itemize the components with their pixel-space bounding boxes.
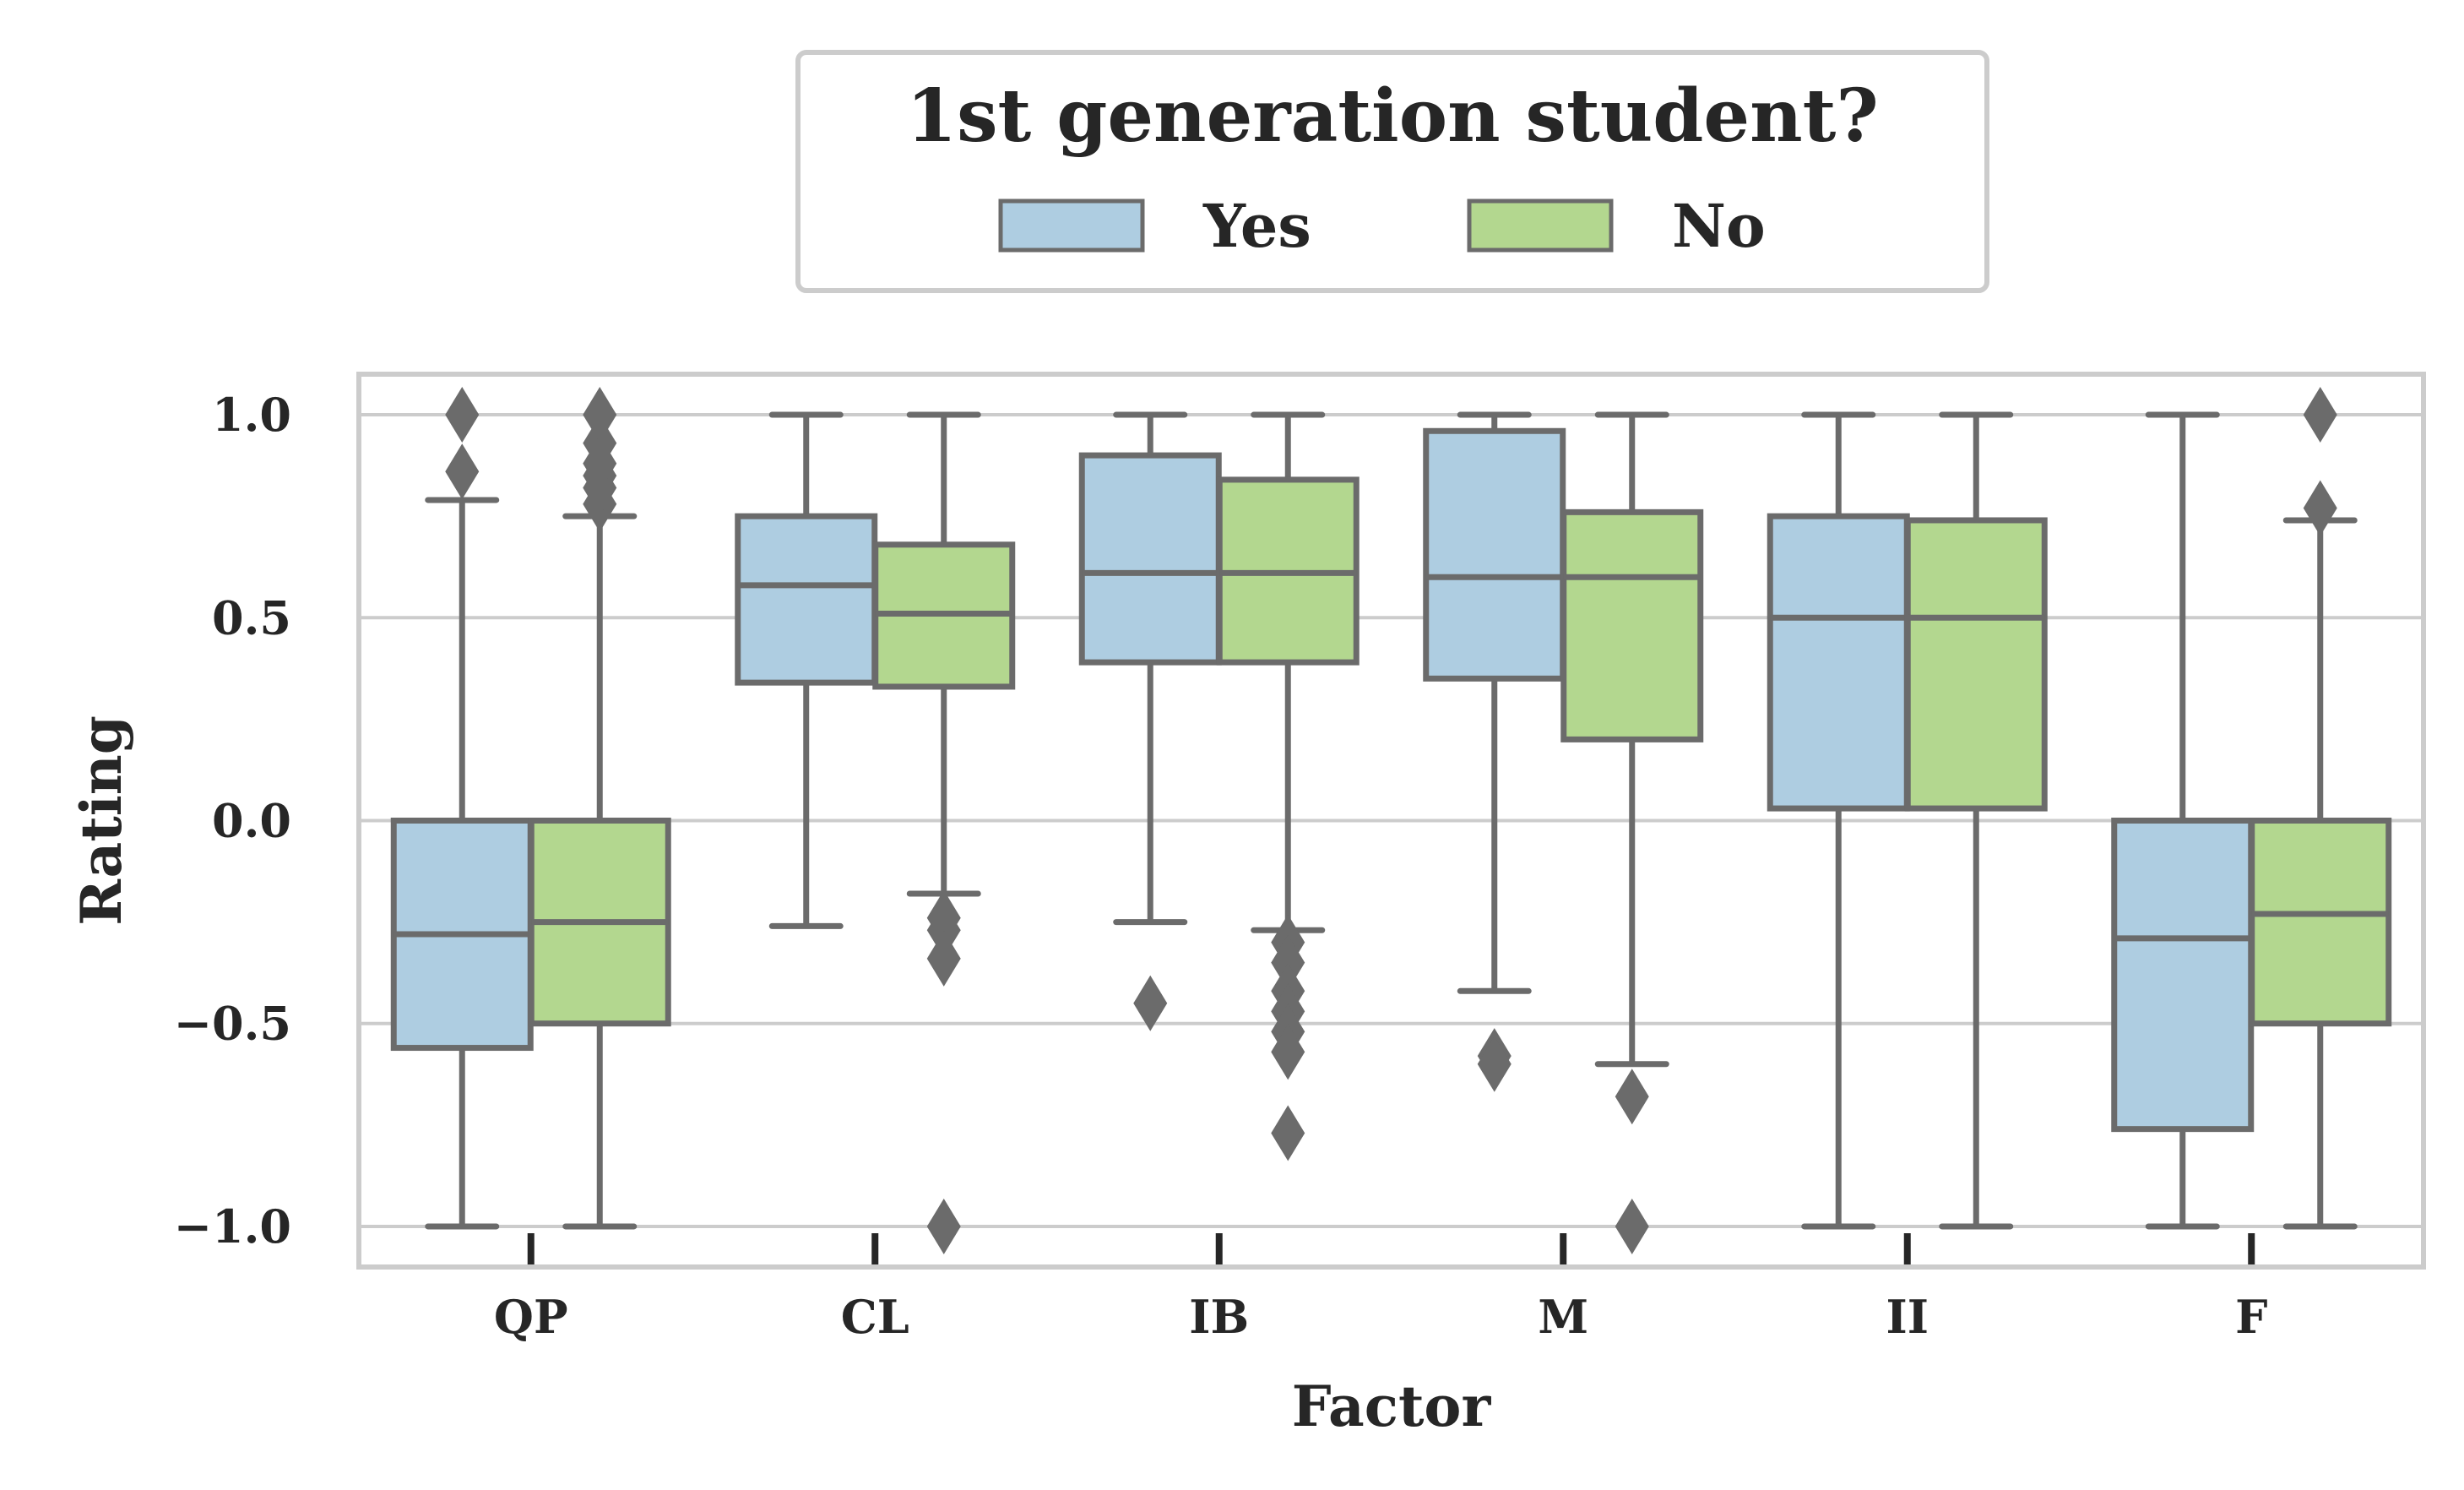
y-tick-label: 1.0: [212, 388, 291, 442]
y-tick-label: −1.0: [174, 1199, 291, 1253]
outlier-point: [1271, 1105, 1305, 1161]
box-iqr: [2111, 818, 2255, 1133]
y-tick-label: 0.5: [212, 590, 291, 644]
outlier-point: [583, 387, 617, 443]
legend-entries: Yes No: [998, 191, 1766, 261]
x-axis-title: Factor: [1292, 1373, 1492, 1439]
box-iqr: [1560, 508, 1704, 742]
box-yes-ii: [1767, 411, 1910, 1230]
box-iqr: [1767, 513, 1910, 812]
outlier-point: [2303, 387, 2337, 443]
outlier-point: [1615, 1198, 1649, 1254]
y-ticks: −1.0 −0.5 0.0 0.5 1.0: [174, 388, 291, 1253]
outlier-point: [1615, 1069, 1649, 1125]
grid-lines: [359, 413, 2423, 1228]
outlier-point: [1133, 975, 1168, 1031]
x-tick-label: QP: [494, 1290, 568, 1344]
box-iqr: [1078, 452, 1222, 666]
y-tick-label: −0.5: [174, 997, 291, 1051]
legend: 1st generation student? Yes No: [795, 50, 1989, 293]
legend-label: Yes: [1202, 191, 1311, 261]
box-yes-m: [1423, 411, 1566, 1092]
box-iqr: [1423, 427, 1566, 682]
outlier-point: [926, 1198, 961, 1254]
plot-frame: [356, 372, 2426, 1270]
box-yes-qp: [390, 387, 534, 1230]
outlier-point: [2303, 480, 2337, 536]
x-tick-label: M: [1538, 1290, 1588, 1344]
y-tick-label: 0.0: [212, 794, 291, 848]
outlier-point: [583, 415, 617, 471]
outlier-point: [926, 902, 961, 959]
box-iqr: [1904, 517, 2048, 812]
x-tick-label: F: [2235, 1290, 2267, 1344]
box-plots: [390, 387, 2392, 1254]
outlier-point: [1477, 1036, 1512, 1092]
legend-entry-yes: Yes: [998, 191, 1311, 261]
box-iqr: [2249, 818, 2392, 1027]
outlier-point: [1271, 934, 1305, 991]
x-tick-label: II: [1886, 1290, 1929, 1344]
box-no-ib: [1216, 411, 1360, 1161]
outlier-point: [445, 443, 480, 500]
outlier-point: [445, 387, 480, 443]
legend-swatch: [1467, 198, 1614, 253]
x-tick-label: CL: [841, 1290, 909, 1344]
box-yes-cl: [735, 411, 878, 929]
box-no-m: [1560, 411, 1704, 1254]
legend-entry-no: No: [1467, 191, 1766, 261]
box-no-qp: [528, 387, 671, 1230]
outlier-point: [1271, 1024, 1305, 1080]
legend-swatch: [998, 198, 1145, 253]
legend-title: 1st generation student?: [906, 73, 1878, 159]
y-axis-title: Rating: [68, 715, 134, 926]
x-tick-label: IB: [1189, 1290, 1249, 1344]
box-yes-ib: [1078, 411, 1222, 1031]
box-yes-f: [2111, 411, 2255, 1230]
legend-label: No: [1672, 191, 1766, 261]
box-iqr: [735, 513, 878, 686]
box-no-cl: [872, 411, 1016, 1254]
outlier-point: [926, 930, 961, 987]
box-no-f: [2249, 387, 2392, 1230]
x-ticks: QP CL IB M II F: [494, 1233, 2267, 1344]
box-no-ii: [1904, 411, 2048, 1230]
